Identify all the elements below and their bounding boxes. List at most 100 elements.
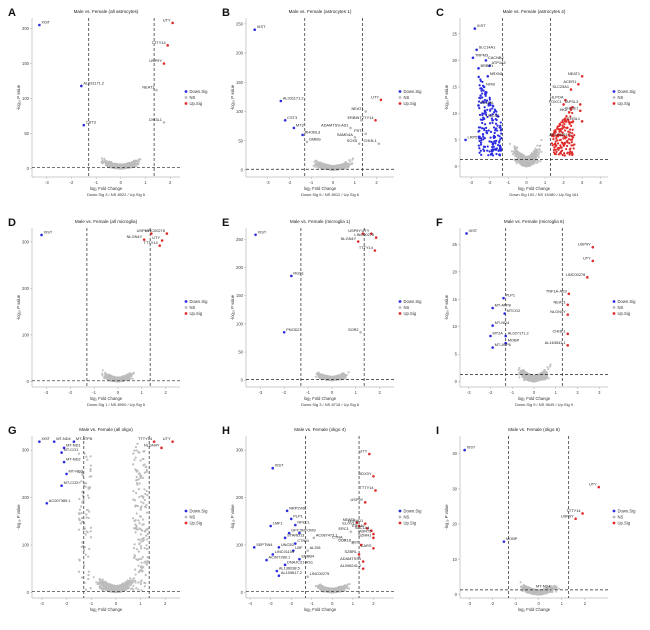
panel-label: E (222, 217, 229, 229)
gene-label: CST3 (86, 120, 96, 125)
ns-point (137, 162, 140, 166)
up-sig-point (559, 151, 562, 155)
ns-point (540, 150, 543, 154)
ns-point (539, 160, 542, 163)
ns-point (349, 160, 352, 163)
gene-point (578, 103, 582, 106)
panel-title: Male vs. Female (all microglia) (75, 219, 138, 224)
ns-point (128, 372, 132, 375)
ns-point (350, 163, 353, 166)
gene-label: NRXN1 (490, 71, 503, 76)
up-sig-point (561, 153, 564, 157)
y-tick-label: 25 (452, 31, 457, 36)
up-sig-point (563, 126, 566, 129)
legend-label: Down.Sig (190, 299, 209, 304)
ns-point (109, 165, 112, 168)
down-sig-point (485, 131, 488, 134)
ns-point (347, 371, 350, 374)
panel-title: Male vs. Female (astrocytes 1) (289, 9, 352, 14)
ns-point (530, 155, 533, 158)
ns-point (136, 160, 139, 163)
ns-point (320, 166, 323, 169)
down-sig-point (487, 129, 490, 132)
up-sig-point (568, 122, 571, 126)
gene-point (473, 27, 477, 30)
up-sig-point (558, 147, 561, 150)
y-tick-label: 0 (455, 164, 458, 169)
y-tick-label: 150 (236, 293, 244, 298)
x-tick-label: 1 (355, 390, 358, 395)
up-sig-point (563, 141, 566, 145)
down-sig-point (479, 94, 482, 97)
ns-point (526, 163, 530, 167)
down-sig-point (495, 152, 498, 156)
down-sig-point (499, 129, 502, 132)
up-sig-point (561, 119, 564, 122)
ns-point (522, 156, 525, 159)
volcano-panel-d: D Male vs. Female (all microglia)-3 -2 -1 0 1… (8, 217, 208, 407)
down-sig-point (491, 107, 494, 110)
down-sig-point (493, 131, 496, 135)
gene-point (569, 88, 573, 91)
y-tick-label: 5 (455, 137, 458, 142)
y-tick-label: 0 (27, 379, 30, 384)
ns-point (515, 162, 518, 165)
x-tick-label: 4 (599, 180, 602, 185)
panel-caption: Down.Sig 6 / NS 8912 / Up.Sig 6 (301, 192, 360, 197)
ns-point (327, 164, 330, 168)
ns-point (538, 149, 541, 152)
x-tick-label: 2 (165, 390, 168, 395)
x-tick-label: -1 (306, 390, 310, 395)
x-axis-label: log₂ Fold Change (304, 186, 337, 191)
x-tick-label: -1 (94, 180, 98, 185)
ns-point (101, 159, 104, 162)
down-sig-point (487, 154, 490, 157)
down-sig-point (488, 96, 491, 99)
down-sig-point (478, 129, 481, 132)
legend-label: Up.Sig (190, 101, 203, 106)
up-sig-point (567, 137, 570, 141)
y-tick-label: 50 (24, 131, 29, 136)
down-sig-point (496, 144, 500, 147)
gene-label: AC103591.3 (549, 132, 571, 137)
gene-label: XIST (477, 23, 486, 28)
y-tick-label: 200 (236, 51, 244, 56)
panel-caption: Down.Sig 3 / NS 8922 / Up.Sig 5 (87, 192, 146, 197)
up-sig-point (560, 146, 563, 149)
gene-point (166, 44, 169, 47)
gene-label: GMBG (309, 136, 321, 141)
x-tick-label: 2 (375, 180, 378, 185)
gene-label: SOX5 (347, 138, 357, 143)
up-sig-point (565, 144, 569, 148)
down-sig-point (499, 149, 502, 152)
legend-swatch (612, 96, 616, 99)
y-tick-label: 50 (238, 350, 243, 355)
gene-point (160, 239, 164, 242)
up-sig-point (559, 128, 562, 132)
gene-label: UTY (371, 94, 379, 99)
down-sig-point (481, 133, 485, 136)
legend-swatch (184, 306, 188, 309)
y-tick-label: 200 (22, 26, 30, 31)
gene-point (471, 56, 475, 60)
ns-point (526, 159, 529, 162)
ns-point (105, 164, 108, 167)
legend-swatch (612, 90, 616, 93)
gene-point (292, 126, 296, 130)
ns-point (515, 147, 518, 150)
legend-label: NS (618, 95, 624, 100)
ns-point (103, 157, 106, 160)
up-sig-point (562, 137, 565, 140)
y-tick-label: 20 (452, 58, 457, 63)
down-sig-point (488, 122, 492, 125)
down-sig-point (480, 153, 483, 156)
gene-point (364, 132, 368, 136)
down-sig-point (494, 109, 497, 112)
ns-point (522, 154, 525, 157)
down-sig-point (483, 106, 486, 109)
legend-label: Up.Sig (190, 311, 203, 316)
y-tick-label: 150 (22, 61, 30, 66)
down-sig-point (491, 149, 494, 153)
